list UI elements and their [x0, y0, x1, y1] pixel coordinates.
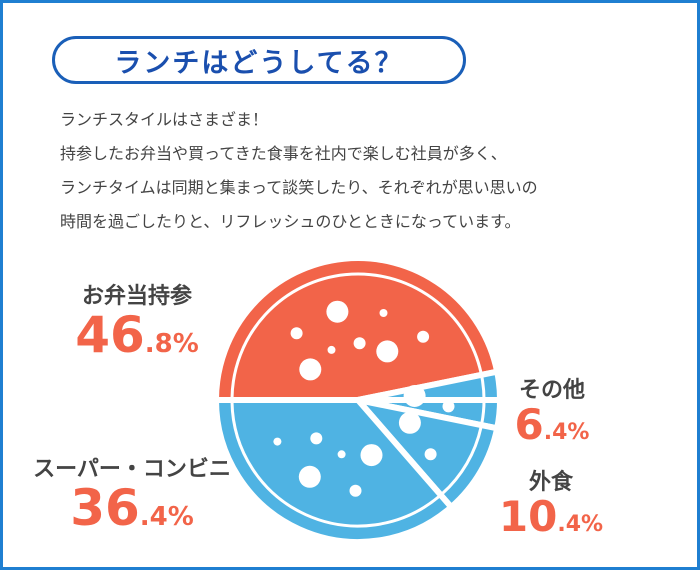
intro-line: 時間を過ごしたりと、リフレッシュのひとときになっています。: [60, 212, 521, 231]
topping-dot: [349, 484, 362, 497]
topping-dot: [360, 444, 383, 467]
topping-dot: [326, 300, 349, 323]
intro-line: ランチスタイルはさまざま！: [60, 110, 269, 129]
intro-line: 持参したお弁当や買ってきた食事を社内で楽しむ社員が多く、: [60, 144, 507, 163]
topping-dot: [417, 330, 430, 343]
label-eating-out-percent: 10.4%: [498, 492, 604, 541]
topping-dot: [298, 465, 321, 488]
topping-dot: [273, 437, 282, 446]
topping-dot: [376, 340, 399, 363]
pizza-pie-chart: [212, 254, 504, 545]
topping-dot: [337, 450, 346, 459]
label-eating-out-name: 外食: [528, 470, 573, 495]
topping-dot: [299, 358, 322, 381]
slice-bento: [213, 254, 501, 403]
topping-dot: [379, 309, 388, 317]
intro-text: ランチスタイルはさまざま！ 持参したお弁当や買ってきた食事を社内で楽しむ社員が多…: [60, 103, 660, 239]
label-super-name: スーパー・コンビニ: [33, 457, 231, 482]
label-eating-out: 外食 10.4%: [486, 470, 616, 538]
page-title: ランチはどうしてる？: [52, 36, 466, 84]
topping-dot: [442, 400, 455, 413]
label-super-percent: 36.4%: [70, 479, 194, 537]
slice-super-convenience: [213, 397, 455, 545]
topping-dot: [290, 327, 303, 340]
label-bento-percent: 46.8%: [75, 306, 199, 364]
topping-dot: [424, 448, 437, 461]
label-bento: お弁当持参 46.8%: [42, 284, 232, 360]
topping-dot: [353, 337, 366, 350]
label-other-name: その他: [518, 378, 585, 403]
label-bento-name: お弁当持参: [81, 284, 192, 309]
label-other-percent: 6.4%: [514, 400, 590, 449]
intro-line: ランチタイムは同期と集まって談笑したり、それぞれが思い思いの: [60, 178, 538, 197]
slice-eating-out: [355, 397, 501, 511]
label-other: その他 6.4%: [492, 378, 612, 446]
topping-dot: [310, 432, 323, 445]
topping-dot: [327, 345, 336, 354]
topping-dot: [398, 411, 421, 434]
label-super-convenience: スーパー・コンビニ 36.4%: [22, 457, 242, 533]
topping-dot: [403, 385, 426, 407]
